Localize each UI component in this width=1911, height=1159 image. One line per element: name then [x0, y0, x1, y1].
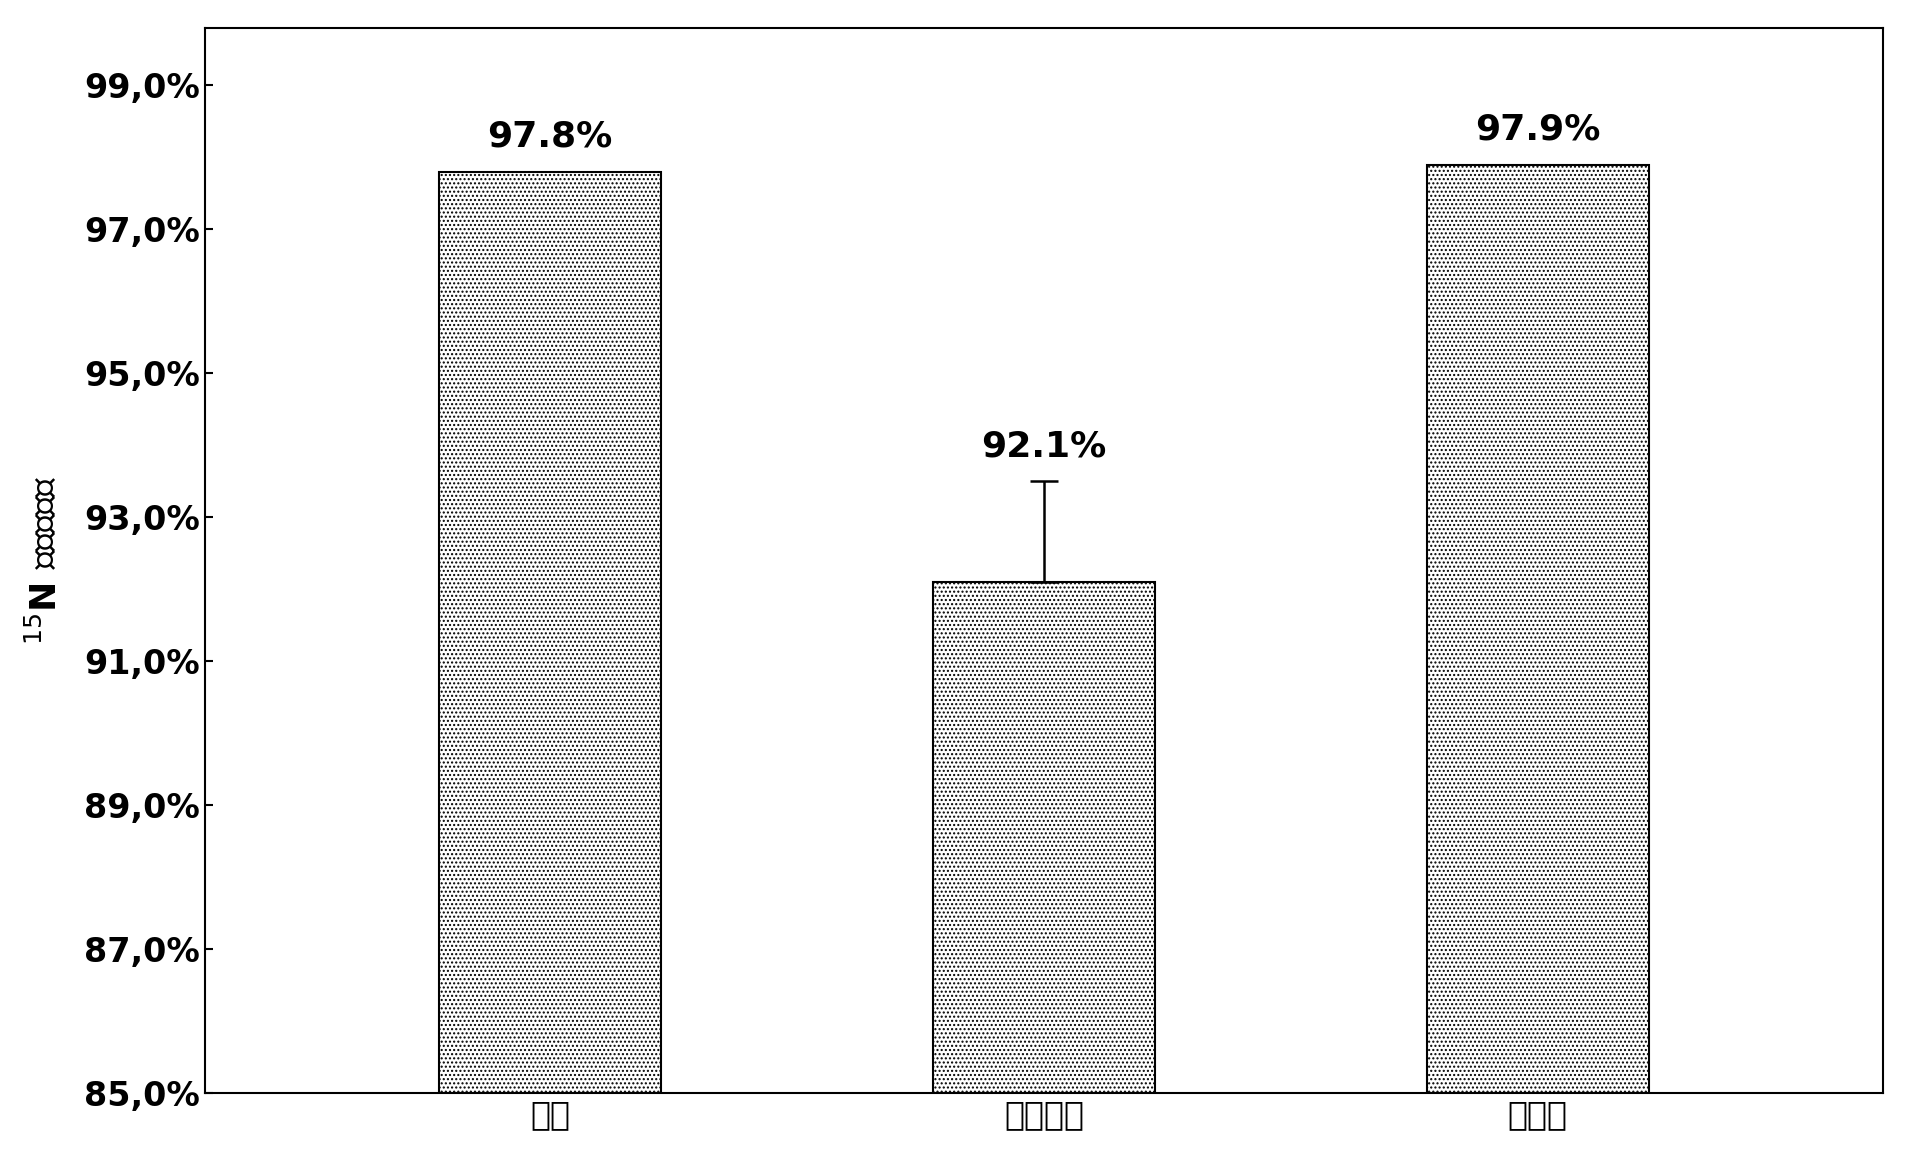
Bar — [1426, 165, 1649, 1093]
Text: 92.1%: 92.1% — [982, 429, 1106, 464]
Text: 97.9%: 97.9% — [1475, 112, 1600, 146]
Bar — [933, 582, 1154, 1093]
Text: 97.8%: 97.8% — [487, 119, 613, 154]
Bar — [440, 172, 661, 1093]
Y-axis label: $^{15}$N 同位素分数: $^{15}$N 同位素分数 — [29, 476, 63, 646]
